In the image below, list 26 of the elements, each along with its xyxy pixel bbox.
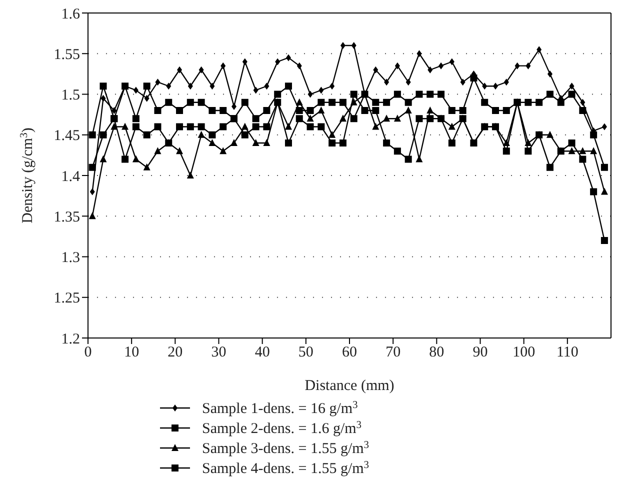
x-tick-label: 70 bbox=[386, 344, 401, 361]
y-tick-label: 1.55 bbox=[54, 46, 80, 63]
y-tick-label: 1.2 bbox=[61, 331, 80, 348]
x-tick-label: 50 bbox=[298, 344, 314, 361]
y-tick-label: 1.5 bbox=[61, 88, 80, 104]
x-axis-title: Distance (mm) bbox=[304, 378, 394, 394]
y-tick-label: 1.35 bbox=[54, 209, 80, 226]
x-tick-label: 30 bbox=[211, 344, 226, 361]
legend-label: Sample 2-dens. = 1.6 g/m$^{3}$ bbox=[202, 420, 362, 437]
x-tick-label: 60 bbox=[342, 344, 357, 361]
x-tick-label: 110 bbox=[556, 344, 578, 361]
x-tick-label: 100 bbox=[512, 344, 536, 361]
x-tick-label: 10 bbox=[124, 344, 140, 361]
x-tick-label: 90 bbox=[472, 344, 488, 361]
y-tick-label: 1.4 bbox=[61, 168, 80, 185]
x-tick-label: 0 bbox=[84, 344, 92, 361]
y-tick-label: 1.3 bbox=[61, 250, 80, 266]
x-tick-label: 20 bbox=[168, 344, 183, 361]
legend-label: Sample 4-dens. = 1.55 g/m$^{3}$ bbox=[202, 460, 370, 477]
y-tick-label: 1.45 bbox=[54, 128, 80, 144]
legend-label: Sample 1-dens. = 16 g/m$^{3}$ bbox=[202, 400, 358, 417]
y-tick-label: 1.25 bbox=[54, 290, 80, 307]
x-tick-label: 80 bbox=[429, 344, 444, 361]
y-tick-label: 1.6 bbox=[61, 6, 80, 22]
legend-label: Sample 3-dens. = 1.55 g/m$^{3}$ bbox=[202, 440, 370, 457]
x-tick-label: 40 bbox=[254, 344, 270, 361]
